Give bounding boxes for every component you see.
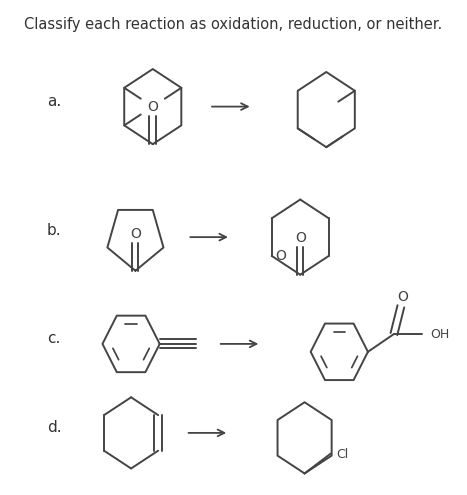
Text: O: O: [148, 99, 158, 113]
Text: Cl: Cl: [336, 447, 348, 461]
Text: O: O: [275, 249, 286, 263]
Text: O: O: [295, 231, 306, 245]
Text: d.: d.: [47, 420, 62, 436]
Text: b.: b.: [47, 223, 62, 238]
Text: a.: a.: [47, 94, 61, 109]
Text: O: O: [397, 291, 408, 304]
Text: c.: c.: [47, 332, 60, 346]
Text: Classify each reaction as oxidation, reduction, or neither.: Classify each reaction as oxidation, red…: [24, 17, 443, 32]
Text: OH: OH: [431, 328, 450, 341]
Text: O: O: [130, 227, 141, 241]
